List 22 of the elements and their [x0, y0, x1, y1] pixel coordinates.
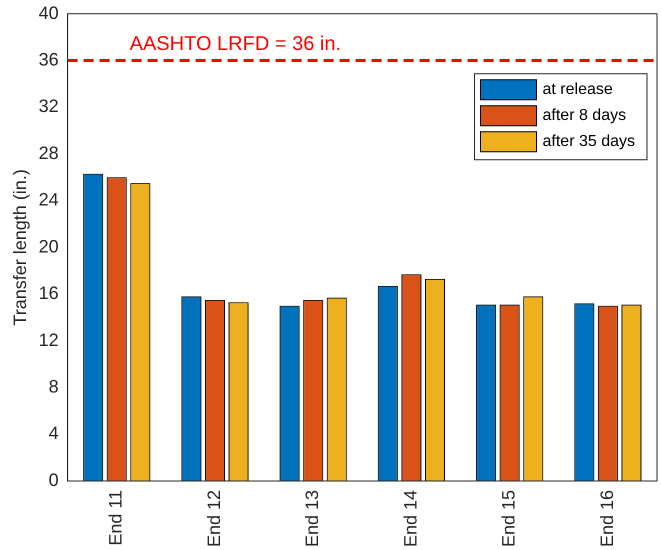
y-tick-label: 12: [38, 330, 59, 350]
ref-line-label: AASHTO LRFD = 36 in.: [130, 33, 342, 56]
legend-label: after 35 days: [542, 133, 635, 150]
x-tick-label: End 12: [204, 490, 224, 548]
x-tick-label: End 11: [106, 490, 126, 546]
y-tick-label: 36: [38, 49, 59, 70]
y-tick-label: 28: [38, 142, 59, 163]
y-tick-label: 16: [38, 283, 59, 304]
y-tick-label: 40: [38, 2, 59, 23]
y-tick-label: 4: [48, 423, 59, 444]
legend-label: at release: [542, 81, 613, 98]
x-tick-label: End 15: [498, 490, 519, 548]
y-tick-label: 0: [48, 470, 59, 490]
y-tick-label: 24: [38, 190, 59, 210]
x-tick-label: End 13: [302, 490, 322, 548]
y-tick-label: 20: [38, 236, 59, 256]
legend-label: after 8 days: [542, 107, 626, 124]
x-tick-label: End 16: [596, 490, 617, 548]
y-tick-label: 32: [38, 96, 59, 116]
y-tick-label: 8: [48, 376, 59, 396]
y-axis-title: Transfer length (in.): [10, 169, 30, 326]
x-tick-label: End 14: [400, 490, 420, 548]
